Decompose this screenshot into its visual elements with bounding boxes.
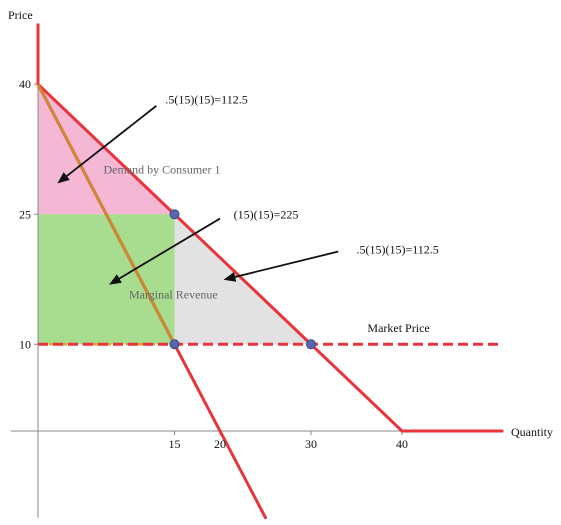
y-tick-label: 40 — [19, 77, 31, 91]
data-points — [169, 209, 316, 350]
annotation-arrow — [223, 250, 339, 282]
x-axis-label: Quantity — [511, 425, 553, 439]
data-point — [169, 209, 180, 220]
series-lines — [36, 23, 504, 520]
labels: 10 25 40 15 20 30 40 Price Quantity .5(15)(15)=11… — [8, 8, 553, 451]
x-tick-label: 40 — [396, 437, 408, 451]
green-rectangle — [38, 214, 175, 345]
annotation-label: .5(15)(15)=112.5 — [165, 92, 247, 106]
data-point — [169, 339, 180, 350]
x-tick-label: 30 — [305, 437, 317, 451]
data-point — [306, 339, 316, 350]
y-axis-label: Price — [8, 8, 33, 22]
marginal-revenue-overlay — [36, 83, 176, 345]
x-tick-label: 20 — [214, 437, 226, 451]
annotation-label: Marginal Revenue — [129, 287, 218, 301]
annotation-label: Demand by Consumer 1 — [104, 163, 221, 177]
annotation-label: Market Price — [367, 321, 429, 335]
demand-by-consumer-1-line — [36, 82, 404, 433]
y-tick-label: 10 — [19, 337, 31, 351]
y-tick-label: 25 — [19, 207, 31, 221]
annotation-label: (15)(15)=225 — [234, 208, 299, 222]
annotation-label: .5(15)(15)=112.5 — [357, 242, 439, 256]
x-tick-label: 15 — [169, 437, 181, 451]
annotation-arrow — [109, 217, 221, 285]
annotation-arrow — [57, 105, 157, 184]
